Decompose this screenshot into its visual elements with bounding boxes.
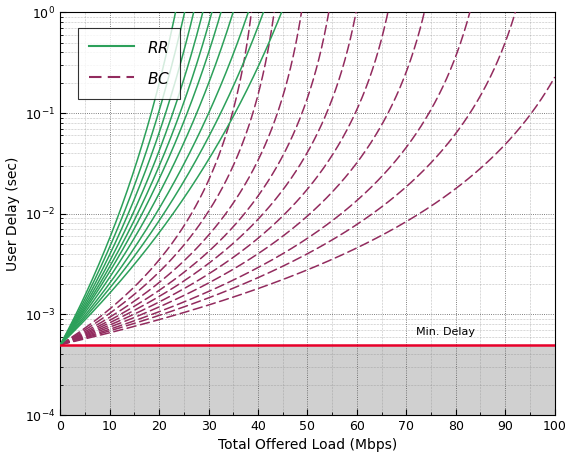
Bar xyxy=(60,345,554,415)
Text: Min. Delay: Min. Delay xyxy=(416,327,475,338)
Legend: $\mathit{RR}$, $\mathit{BC}$: $\mathit{RR}$, $\mathit{BC}$ xyxy=(78,28,180,99)
X-axis label: Total Offered Load (Mbps): Total Offered Load (Mbps) xyxy=(218,438,397,453)
Y-axis label: User Delay (sec): User Delay (sec) xyxy=(6,157,19,271)
